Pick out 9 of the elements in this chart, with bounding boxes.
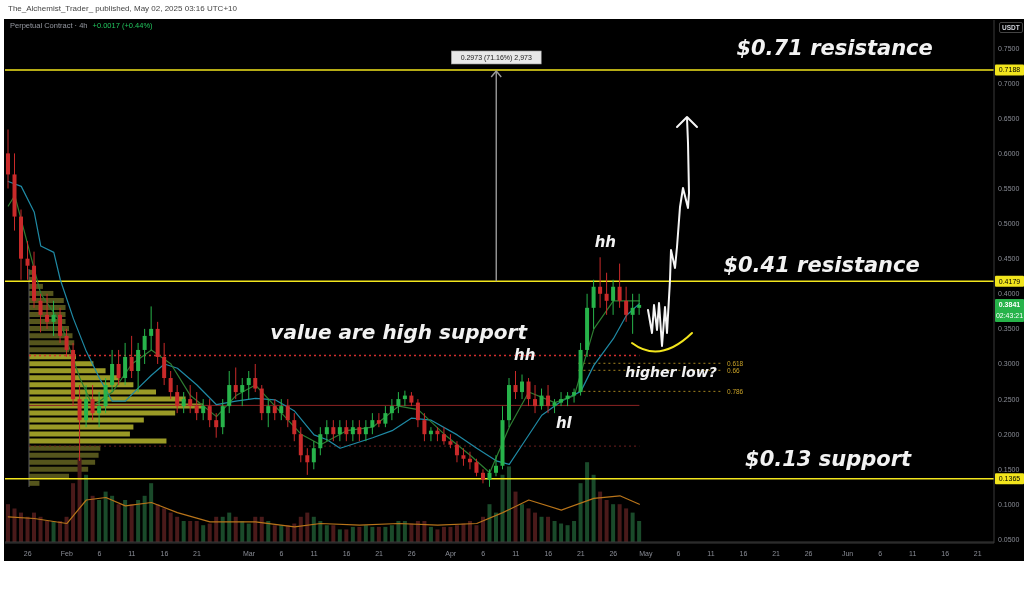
annotation: higher low? xyxy=(625,364,717,380)
annotation: $0.41 resistance xyxy=(723,253,920,278)
annotation: hh xyxy=(594,233,617,252)
annotation: value are high support xyxy=(270,319,529,344)
annotation: hl xyxy=(555,414,573,433)
annotation: hh xyxy=(514,346,536,365)
annotation: $0.71 resistance xyxy=(736,35,933,60)
text: The_Alchemist_Trader_ published, May 02, 2025 03:16 UTC+10 xyxy=(8,4,237,13)
annotation: $0.13 support xyxy=(745,446,913,471)
